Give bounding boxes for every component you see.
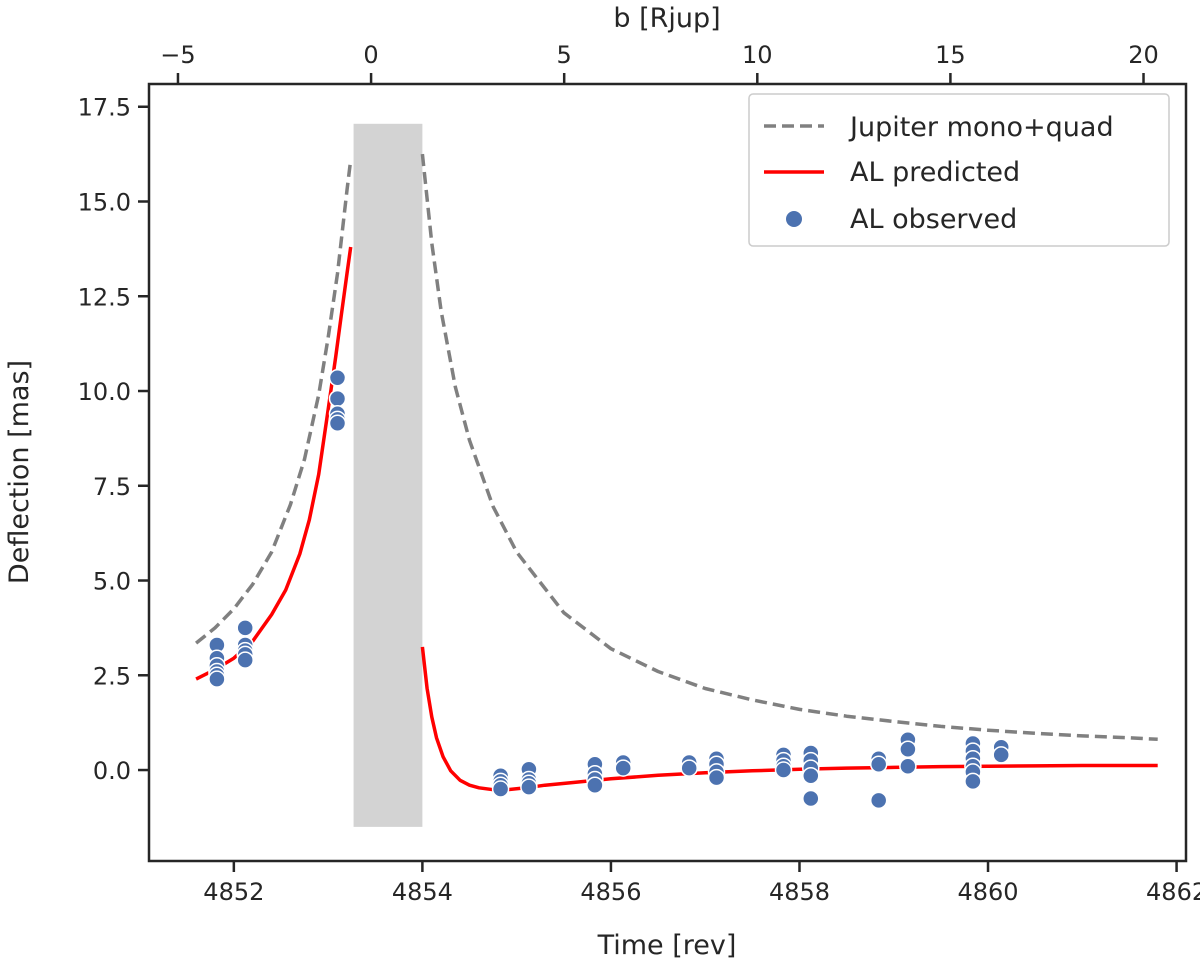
al-observed-point <box>869 755 888 774</box>
y-tick-label: 0.0 <box>93 757 131 785</box>
al-observed-point <box>614 759 632 777</box>
legend-label-observed: AL observed <box>850 204 1017 235</box>
y-tick-label: 17.5 <box>78 94 131 122</box>
x-tick-label: 4860 <box>957 878 1018 906</box>
al-observed-point <box>802 789 820 808</box>
al-observed-point <box>774 761 793 779</box>
x-tick-label: 4854 <box>392 878 453 906</box>
al-observed-point <box>328 389 347 408</box>
top-x-tick-label: 20 <box>1128 41 1159 69</box>
shaded-region <box>353 123 423 827</box>
jupiter-model-line-0 <box>195 159 353 645</box>
top-x-axis-label: b [Rjup] <box>613 3 720 34</box>
y-tick-label: 12.5 <box>78 283 131 311</box>
x-tick-label: 4862 <box>1146 878 1200 906</box>
x-tick-label: 4858 <box>769 878 830 906</box>
legend-label-jupiter: Jupiter mono+quad <box>848 112 1114 143</box>
x-axis-label: Time [rev] <box>597 930 737 961</box>
al-observed-point <box>869 791 888 810</box>
al-observed-point <box>964 772 982 791</box>
al-observed-point <box>992 746 1010 764</box>
y-tick-label: 15.0 <box>78 188 131 216</box>
al-observed-point <box>707 768 726 787</box>
x-tick-label: 4852 <box>203 878 264 906</box>
al-observed-point <box>586 776 604 794</box>
legend: Jupiter mono+quad AL predicted AL observ… <box>748 93 1170 247</box>
al-observed-point <box>520 778 538 796</box>
x-tick-label: 4856 <box>580 878 641 906</box>
y-tick-label: 5.0 <box>93 568 131 596</box>
legend-box <box>748 93 1170 247</box>
al-observed-point <box>208 670 226 688</box>
al-observed-point <box>802 766 820 785</box>
al-observed-point <box>236 619 254 637</box>
al-observed-point <box>899 740 917 758</box>
plot-frame <box>147 82 1188 863</box>
top-x-tick-label: 5 <box>557 41 572 69</box>
top-x-tick-label: 15 <box>935 41 966 69</box>
top-x-tick-label: −5 <box>160 41 195 69</box>
y-tick-label: 7.5 <box>93 473 131 501</box>
al-observed-point <box>328 368 347 387</box>
legend-dot-marker <box>786 211 802 227</box>
y-tick-label: 10.0 <box>78 378 131 406</box>
top-x-tick-label: 10 <box>742 41 773 69</box>
al-observed-point <box>328 414 347 432</box>
al-observed-point <box>899 757 917 775</box>
legend-label-predicted: AL predicted <box>850 157 1020 188</box>
al-observed-point <box>491 780 510 798</box>
jupiter-model-line-1 <box>420 153 1158 742</box>
y-axis-label: Deflection [mas] <box>4 360 35 584</box>
top-x-tick-label: 0 <box>363 41 378 69</box>
y-tick-label: 2.5 <box>93 662 131 690</box>
al-observed-point <box>680 759 698 777</box>
al-observed-point <box>236 651 254 669</box>
